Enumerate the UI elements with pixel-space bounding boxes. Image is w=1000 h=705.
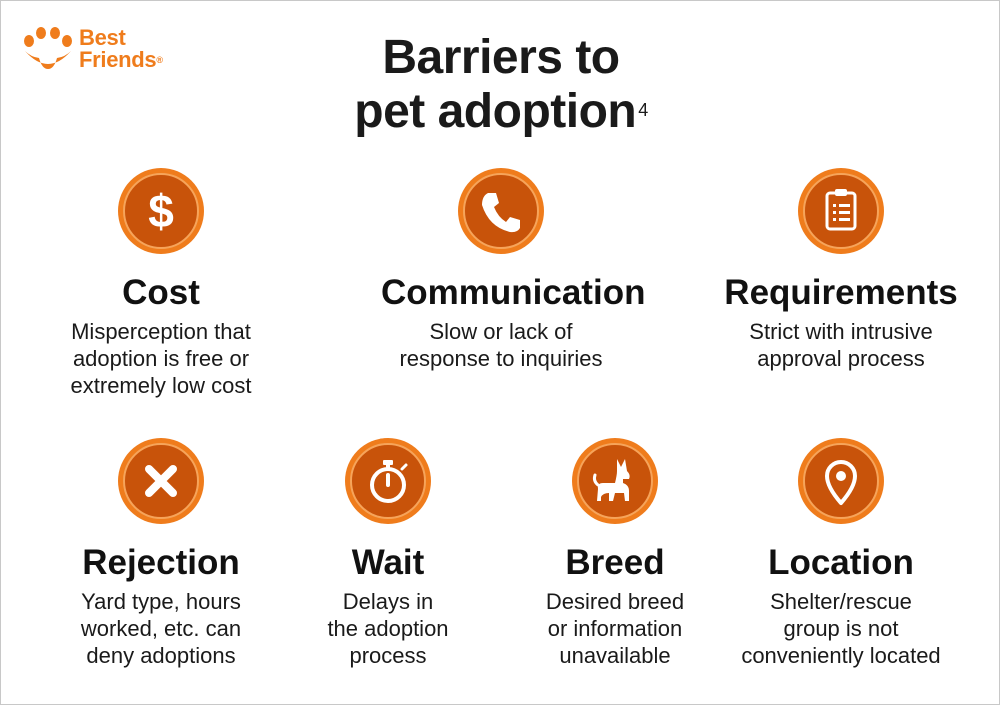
title-line-1: Barriers to bbox=[382, 31, 620, 84]
item-description: Strict with intrusive approval process bbox=[749, 319, 933, 371]
title-footnote: 4 bbox=[638, 100, 648, 120]
clipboard-icon bbox=[825, 189, 857, 231]
item-title: Communication bbox=[381, 273, 646, 312]
location-pin-icon bbox=[825, 460, 857, 505]
paw-smile-icon bbox=[24, 27, 72, 69]
item-title: Breed bbox=[565, 543, 665, 582]
item-description: Shelter/rescue group is not conveniently… bbox=[741, 589, 941, 668]
item-description: Delays in the adoption process bbox=[327, 589, 449, 668]
item-title: Wait bbox=[351, 543, 425, 582]
x-icon bbox=[145, 465, 177, 497]
item-description: Yard type, hours worked, etc. can deny a… bbox=[80, 589, 242, 668]
item-title: Location bbox=[768, 543, 914, 582]
dog-icon bbox=[592, 459, 630, 501]
page-title: Barriers to pet adoption 4 bbox=[1, 31, 1000, 139]
title-line-2: pet adoption 4 bbox=[354, 85, 648, 138]
phone-icon bbox=[482, 193, 520, 233]
stopwatch-icon bbox=[370, 460, 408, 503]
item-description: Misperception that adoption is free or e… bbox=[70, 319, 252, 398]
item-title: Requirements bbox=[724, 273, 958, 312]
registered-mark: ® bbox=[156, 55, 163, 65]
best-friends-logo: Best Friends® bbox=[21, 27, 181, 77]
item-title: Rejection bbox=[82, 543, 240, 582]
dollar-icon: $ bbox=[148, 185, 174, 237]
logo-wordmark: Best Friends® bbox=[79, 27, 163, 71]
item-title: Cost bbox=[122, 273, 200, 312]
logo-line-1: Best bbox=[79, 25, 126, 50]
svg-text:$: $ bbox=[148, 185, 174, 237]
logo-line-2: Friends® bbox=[79, 47, 163, 72]
item-description: Desired breed or information unavailable bbox=[545, 589, 685, 668]
item-description: Slow or lack of response to inquiries bbox=[399, 319, 603, 371]
